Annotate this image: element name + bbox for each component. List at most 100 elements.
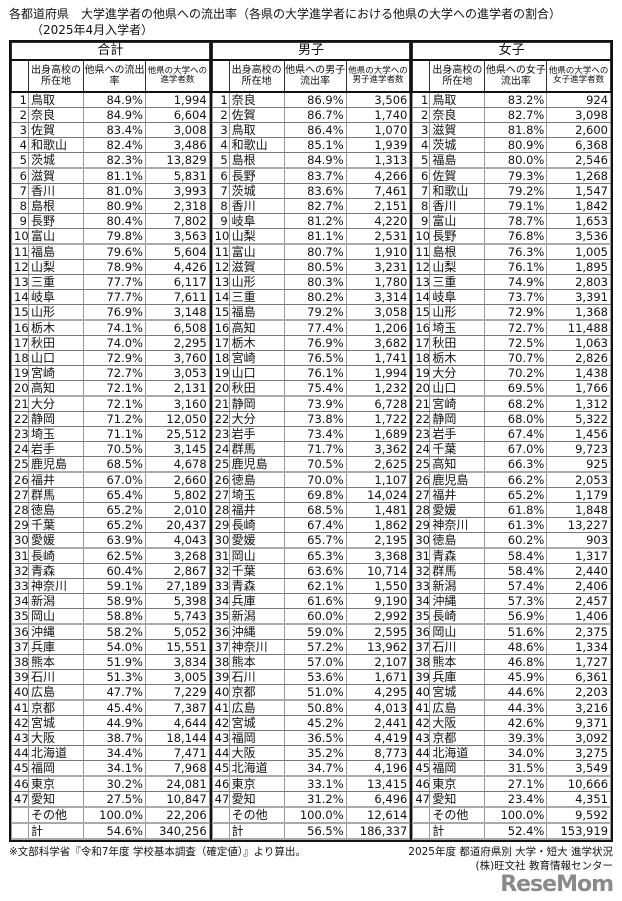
rank: 19 [211, 365, 230, 382]
prefecture: 福井 [429, 487, 486, 504]
student-count: 3,058 [345, 304, 411, 322]
outflow-rate: 73.7% [484, 289, 548, 306]
student-count: 10,847 [145, 791, 210, 809]
rank: 15 [412, 304, 431, 322]
rank: 38 [11, 654, 29, 671]
outflow-rate: 79.2% [484, 183, 548, 200]
table-row: 10 長野 76.8% 3,536 [412, 228, 612, 246]
prefecture: 奈良 [228, 91, 285, 109]
outflow-rate: 42.6% [484, 715, 548, 732]
rank: 27 [11, 487, 29, 504]
outflow-rate: 57.0% [283, 654, 347, 671]
student-count: 1,994 [145, 91, 210, 109]
table-row: 29 千葉 65.2% 20,437 [11, 517, 210, 534]
table-row: 31 青森 58.4% 1,317 [412, 548, 612, 565]
prefecture: 宮崎 [228, 350, 285, 367]
student-count: 3,145 [145, 441, 210, 458]
table-row: 23 岩手 67.4% 1,456 [412, 426, 612, 443]
student-count: 3,148 [145, 304, 210, 322]
rank [412, 807, 431, 825]
student-count: 1,312 [546, 396, 612, 413]
rank: 8 [211, 198, 230, 215]
table-row: 36 岡山 51.6% 2,375 [412, 624, 612, 641]
prefecture: 山形 [228, 274, 285, 291]
outflow-rate: 66.2% [484, 472, 548, 489]
student-count: 3,549 [546, 760, 612, 778]
outflow-rate: 100.0% [283, 807, 347, 825]
student-count: 9,371 [546, 715, 612, 732]
outflow-rate: 45.2% [283, 715, 347, 732]
table-row: 35 岡山 58.8% 5,743 [11, 608, 210, 626]
table-row: 12 山梨 78.9% 4,426 [11, 259, 210, 276]
table-row: 6 滋賀 81.1% 5,831 [11, 168, 210, 185]
table-row: 35 新潟 60.0% 2,992 [211, 608, 411, 626]
student-count: 4,295 [345, 684, 411, 702]
prefecture: 愛知 [228, 791, 285, 809]
prefecture: 香川 [228, 198, 285, 215]
table-row: 5 茨城 82.3% 13,829 [11, 152, 210, 170]
table-row: 22 静岡 68.0% 5,322 [412, 411, 612, 428]
prefecture: 岩手 [429, 426, 486, 443]
rank: 22 [412, 411, 431, 428]
table-row: 14 三重 80.2% 3,314 [211, 289, 411, 306]
prefecture: 山口 [28, 350, 84, 367]
student-count: 20,437 [145, 517, 210, 534]
table-row: 23 岩手 73.4% 1,689 [211, 426, 411, 443]
prefecture: 和歌山 [228, 137, 285, 154]
outflow-rate: 60.4% [83, 563, 146, 580]
student-count: 1,268 [546, 168, 612, 185]
prefecture: 京都 [228, 684, 285, 702]
prefecture: 東京 [429, 776, 486, 793]
prefecture: 兵庫 [28, 639, 84, 656]
rank: 39 [211, 669, 230, 686]
rank: 35 [412, 608, 431, 626]
outflow-rate: 46.8% [484, 654, 548, 671]
outflow-rate: 73.8% [283, 411, 347, 428]
student-count: 2,375 [546, 624, 612, 641]
prefecture: その他 [228, 807, 285, 825]
student-count: 4,043 [145, 532, 210, 550]
student-count: 1,671 [345, 669, 411, 686]
rank: 19 [412, 365, 431, 382]
prefecture: 島根 [429, 244, 486, 261]
prefecture: 新潟 [28, 593, 84, 610]
rank: 20 [412, 380, 431, 398]
table-row: 38 熊本 51.9% 3,834 [11, 654, 210, 671]
rank: 19 [11, 365, 29, 382]
outflow-rate: 68.5% [83, 456, 146, 474]
rank: 16 [412, 320, 431, 337]
rank: 42 [11, 715, 29, 732]
prefecture: その他 [429, 807, 486, 825]
student-count: 3,314 [345, 289, 411, 306]
rank: 14 [412, 289, 431, 306]
rank: 22 [11, 411, 29, 428]
prefecture: 京都 [28, 700, 84, 717]
outflow-rate: 83.6% [283, 183, 347, 200]
table-row: 4 和歌山 85.1% 1,939 [211, 137, 411, 154]
table-row: 42 大阪 42.6% 9,371 [412, 715, 612, 732]
student-count: 2,457 [546, 593, 612, 610]
column-header: 他県の大学への女子進学者数 [546, 59, 612, 93]
outflow-rate: 85.1% [283, 137, 347, 154]
student-count: 9,592 [546, 807, 612, 825]
rank: 45 [211, 760, 230, 778]
table-row: 7 香川 81.0% 3,993 [11, 183, 210, 200]
student-count: 11,488 [546, 320, 612, 337]
outflow-rate: 60.0% [283, 608, 347, 626]
outflow-rate: 61.6% [283, 593, 347, 610]
rank: 1 [211, 91, 230, 109]
prefecture: 福岡 [429, 760, 486, 778]
table-row: 10 山梨 81.1% 2,531 [211, 228, 411, 246]
outflow-rate: 45.9% [484, 669, 548, 686]
rank: 30 [412, 532, 431, 550]
student-count: 1,766 [546, 380, 612, 398]
table-row: 43 京都 39.3% 3,092 [412, 730, 612, 747]
outflow-rate: 44.6% [484, 684, 548, 702]
student-count: 10,714 [345, 563, 411, 580]
student-count: 3,092 [546, 730, 612, 747]
outflow-rate: 63.6% [283, 563, 347, 580]
table-row: 21 宮崎 68.2% 1,312 [412, 396, 612, 413]
outflow-rate: 83.4% [83, 122, 146, 139]
table-row: 39 石川 53.6% 1,671 [211, 669, 411, 686]
